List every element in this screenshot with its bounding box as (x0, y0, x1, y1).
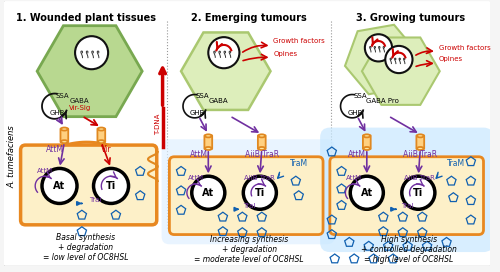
Text: GABA: GABA (208, 98, 228, 104)
Text: Ti: Ti (106, 181, 116, 191)
Circle shape (75, 36, 108, 69)
Text: Basal synthesis
+ degradation
= low level of OC8HSL: Basal synthesis + degradation = low leve… (43, 233, 128, 262)
Ellipse shape (205, 134, 212, 137)
Text: 1. Wounded plant tissues: 1. Wounded plant tissues (16, 13, 156, 23)
Text: Vir: Vir (101, 145, 112, 154)
Polygon shape (345, 25, 418, 94)
Circle shape (402, 176, 435, 209)
Polygon shape (37, 26, 142, 117)
Text: T-DNA: T-DNA (154, 114, 160, 135)
Text: GHB: GHB (50, 110, 65, 116)
Text: AiiB TraR: AiiB TraR (244, 150, 279, 159)
Ellipse shape (98, 140, 104, 143)
Text: High synthesis
+ controlled degradation
= high level of OC8HSL: High synthesis + controlled degradation … (360, 234, 456, 264)
Text: AttM: AttM (348, 150, 366, 159)
Circle shape (94, 168, 128, 203)
Text: TraI: TraI (243, 203, 256, 209)
Text: 3. Growing tumours: 3. Growing tumours (356, 13, 465, 23)
Ellipse shape (258, 134, 265, 137)
Circle shape (350, 176, 384, 209)
Text: AiiB TraR: AiiB TraR (244, 175, 276, 181)
FancyBboxPatch shape (416, 135, 424, 149)
Ellipse shape (417, 134, 424, 137)
Ellipse shape (98, 128, 104, 131)
Text: At: At (54, 181, 66, 191)
Text: At: At (202, 188, 214, 198)
Text: AiiB TraR: AiiB TraR (404, 175, 435, 181)
Text: Opines: Opines (439, 57, 463, 63)
Text: TraM: TraM (447, 159, 466, 168)
Text: Opines: Opines (274, 51, 297, 57)
Text: SSA: SSA (56, 93, 69, 99)
Text: AiiB TraR: AiiB TraR (403, 150, 438, 159)
Text: AttM: AttM (346, 175, 362, 181)
FancyBboxPatch shape (20, 145, 156, 225)
Text: AttM: AttM (46, 145, 64, 154)
FancyBboxPatch shape (258, 135, 266, 149)
FancyBboxPatch shape (204, 135, 212, 149)
Circle shape (244, 176, 276, 209)
Text: Growth factors: Growth factors (274, 38, 325, 44)
Circle shape (365, 34, 392, 61)
Text: Growth factors: Growth factors (439, 45, 490, 51)
Text: Vir-Sig: Vir-Sig (69, 105, 92, 111)
FancyBboxPatch shape (330, 157, 484, 234)
Polygon shape (181, 32, 270, 110)
Text: AttM: AttM (188, 175, 204, 181)
Polygon shape (362, 38, 440, 105)
Text: SSA: SSA (196, 93, 209, 99)
Text: GABA: GABA (69, 98, 89, 104)
Text: TraI: TraI (402, 203, 414, 209)
Text: SSA: SSA (353, 93, 367, 99)
Text: GHB: GHB (348, 110, 362, 116)
Ellipse shape (61, 128, 68, 131)
Text: TraM: TraM (290, 159, 308, 168)
Ellipse shape (61, 140, 68, 143)
Ellipse shape (417, 147, 424, 150)
FancyBboxPatch shape (363, 135, 370, 149)
Ellipse shape (258, 147, 265, 150)
FancyBboxPatch shape (98, 129, 105, 142)
Circle shape (386, 46, 412, 73)
Ellipse shape (364, 134, 370, 137)
FancyBboxPatch shape (320, 128, 493, 252)
Text: AttM: AttM (37, 168, 53, 174)
Text: Ti: Ti (254, 188, 265, 198)
FancyBboxPatch shape (162, 139, 334, 244)
FancyBboxPatch shape (170, 157, 323, 234)
Circle shape (42, 168, 77, 203)
Text: At: At (360, 188, 373, 198)
FancyBboxPatch shape (60, 129, 68, 142)
Text: Ti: Ti (413, 188, 424, 198)
Text: GHB: GHB (190, 110, 205, 116)
Text: TraI: TraI (90, 197, 102, 203)
Ellipse shape (205, 147, 212, 150)
Circle shape (192, 176, 225, 209)
Text: A. tumefaciens: A. tumefaciens (8, 125, 16, 188)
Text: GABA Pro: GABA Pro (366, 98, 398, 104)
Circle shape (208, 37, 240, 68)
Ellipse shape (364, 147, 370, 150)
FancyBboxPatch shape (3, 0, 492, 267)
Text: Increasing synthesis
+ degradation
= moderate level of OC8HSL: Increasing synthesis + degradation = mod… (194, 234, 304, 264)
Text: AttM: AttM (190, 150, 208, 159)
Text: 2. Emerging tumours: 2. Emerging tumours (192, 13, 307, 23)
